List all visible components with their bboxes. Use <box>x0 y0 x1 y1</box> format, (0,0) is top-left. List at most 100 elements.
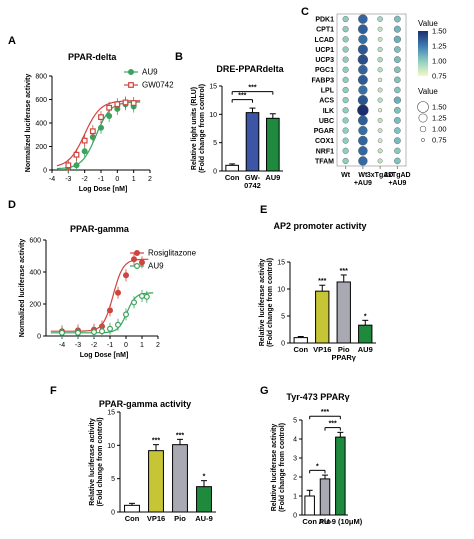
heat-dot <box>377 128 383 133</box>
heat-dot <box>357 95 368 106</box>
row-label: PGAR <box>314 128 334 135</box>
bar <box>266 117 280 172</box>
heat-dot <box>357 104 369 116</box>
y-tick-label: 0 <box>43 168 47 175</box>
x-tick-label: -3 <box>65 176 71 183</box>
row-label: COX1 <box>315 138 334 145</box>
data-point <box>131 299 138 306</box>
heat-dot <box>357 24 368 35</box>
y-axis-label-secondary: (Fold change from control) <box>279 423 286 512</box>
heat-dot <box>358 156 368 166</box>
y-tick-label: 5 <box>281 314 285 321</box>
x-tick-label: 0 <box>115 176 119 183</box>
x-tick-label: 2 <box>156 342 160 349</box>
color-legend-bar <box>418 31 428 76</box>
x-tick-label: 1 <box>140 342 144 349</box>
y-tick-label: 10 <box>209 112 217 119</box>
data-point <box>97 124 104 131</box>
data-point <box>114 101 121 108</box>
row-label: UCP3 <box>315 57 334 64</box>
y-axis-label: Relative luciferase activity <box>89 418 96 506</box>
bar <box>293 337 308 344</box>
bar <box>124 504 140 513</box>
x-tick-label: AU9 <box>265 173 280 182</box>
heat-dot <box>377 36 383 42</box>
data-point <box>143 293 150 300</box>
bar <box>304 495 315 516</box>
heat-dot <box>377 67 383 73</box>
data-point <box>122 272 129 279</box>
significance-label: * <box>203 474 206 481</box>
significance-label: *** <box>321 409 329 416</box>
size-legend-dot <box>418 113 428 123</box>
x-tick-label: -2 <box>82 176 88 183</box>
y-tick-label: 0 <box>293 513 297 520</box>
panel-letter-g: G <box>260 385 269 397</box>
heat-dot <box>393 35 401 43</box>
heat-dot <box>342 76 349 83</box>
size-legend-title: Value <box>418 87 438 96</box>
dot-heatmap-c: PDK1 CPT1 LCAD UCP1 UCP3 PGC1 FABP3 LPL ACS ILK UB… <box>311 13 411 187</box>
data-point <box>98 114 104 121</box>
x-axis-label: Log Dose [nM] <box>79 186 128 193</box>
size-legend-dot <box>419 125 427 133</box>
heat-dot <box>357 54 369 65</box>
y-tick-label: 400 <box>35 121 47 128</box>
row-label: LPL <box>321 88 335 95</box>
panel-letter-f: F <box>50 385 57 397</box>
heat-dot <box>377 158 383 164</box>
y-axis-label: Normalized luciferase activity <box>19 239 26 338</box>
y-tick-label: 3 <box>293 456 297 463</box>
x-tick-label: VP16 <box>147 514 165 523</box>
bar <box>315 290 330 344</box>
y-tick-label: 600 <box>35 97 47 104</box>
x-tick-label: VP16 <box>313 345 331 354</box>
data-point <box>81 137 88 144</box>
fit-curve-rosiglitazone <box>50 258 149 332</box>
row-label: PDK1 <box>315 17 334 24</box>
significance-label: *** <box>248 85 256 92</box>
color-legend-tick: 1.00 <box>432 57 447 66</box>
y-tick-label: 400 <box>29 270 41 277</box>
data-point <box>106 104 113 111</box>
y-tick-label: 800 <box>35 74 47 81</box>
bar <box>196 486 212 513</box>
chart-title: PPAR-gamma <box>70 224 130 234</box>
x-tick-label: Con <box>302 517 317 526</box>
panel-letter-c: C <box>301 6 309 18</box>
heat-dot <box>393 117 401 124</box>
chart-title: AP2 promoter activity <box>273 221 366 231</box>
bar <box>245 112 260 172</box>
heat-dot <box>342 26 349 33</box>
chart-title: PPAR-gamma activity <box>99 399 191 409</box>
bar-chart-b: 0 5 10 15 Con GW-0742 AU9 ****** Relative light … <box>191 64 285 190</box>
heat-dot <box>377 97 383 103</box>
chart-title: PPAR-delta <box>68 52 117 62</box>
heat-dot <box>342 86 349 94</box>
data-point <box>139 259 146 266</box>
x-tick-label: AU9 <box>358 345 373 354</box>
size-legend-label: 1.50 <box>432 103 447 112</box>
data-point <box>114 289 121 296</box>
heat-dot <box>394 15 401 23</box>
data-point <box>98 328 105 335</box>
heat-dot <box>377 117 383 123</box>
column-label: +AU9 <box>388 180 406 187</box>
significance-label: *** <box>238 93 246 100</box>
column-label: +AU9 <box>354 180 372 187</box>
row-label: PGC1 <box>315 67 334 74</box>
y-tick-label: 15 <box>107 410 115 417</box>
bar <box>319 478 331 516</box>
heat-dot <box>357 115 368 126</box>
column-label: Wt <box>358 172 368 179</box>
heat-dot <box>357 44 368 55</box>
heat-dot <box>393 25 401 33</box>
heat-dot <box>342 97 349 104</box>
significance-label: *** <box>152 438 160 445</box>
color-legend-title: Value <box>418 19 438 28</box>
y-axis-label: Normalized luciferase activity <box>25 74 32 173</box>
y-tick-label: 10 <box>277 287 285 294</box>
y-tick-label: 0 <box>37 334 41 341</box>
